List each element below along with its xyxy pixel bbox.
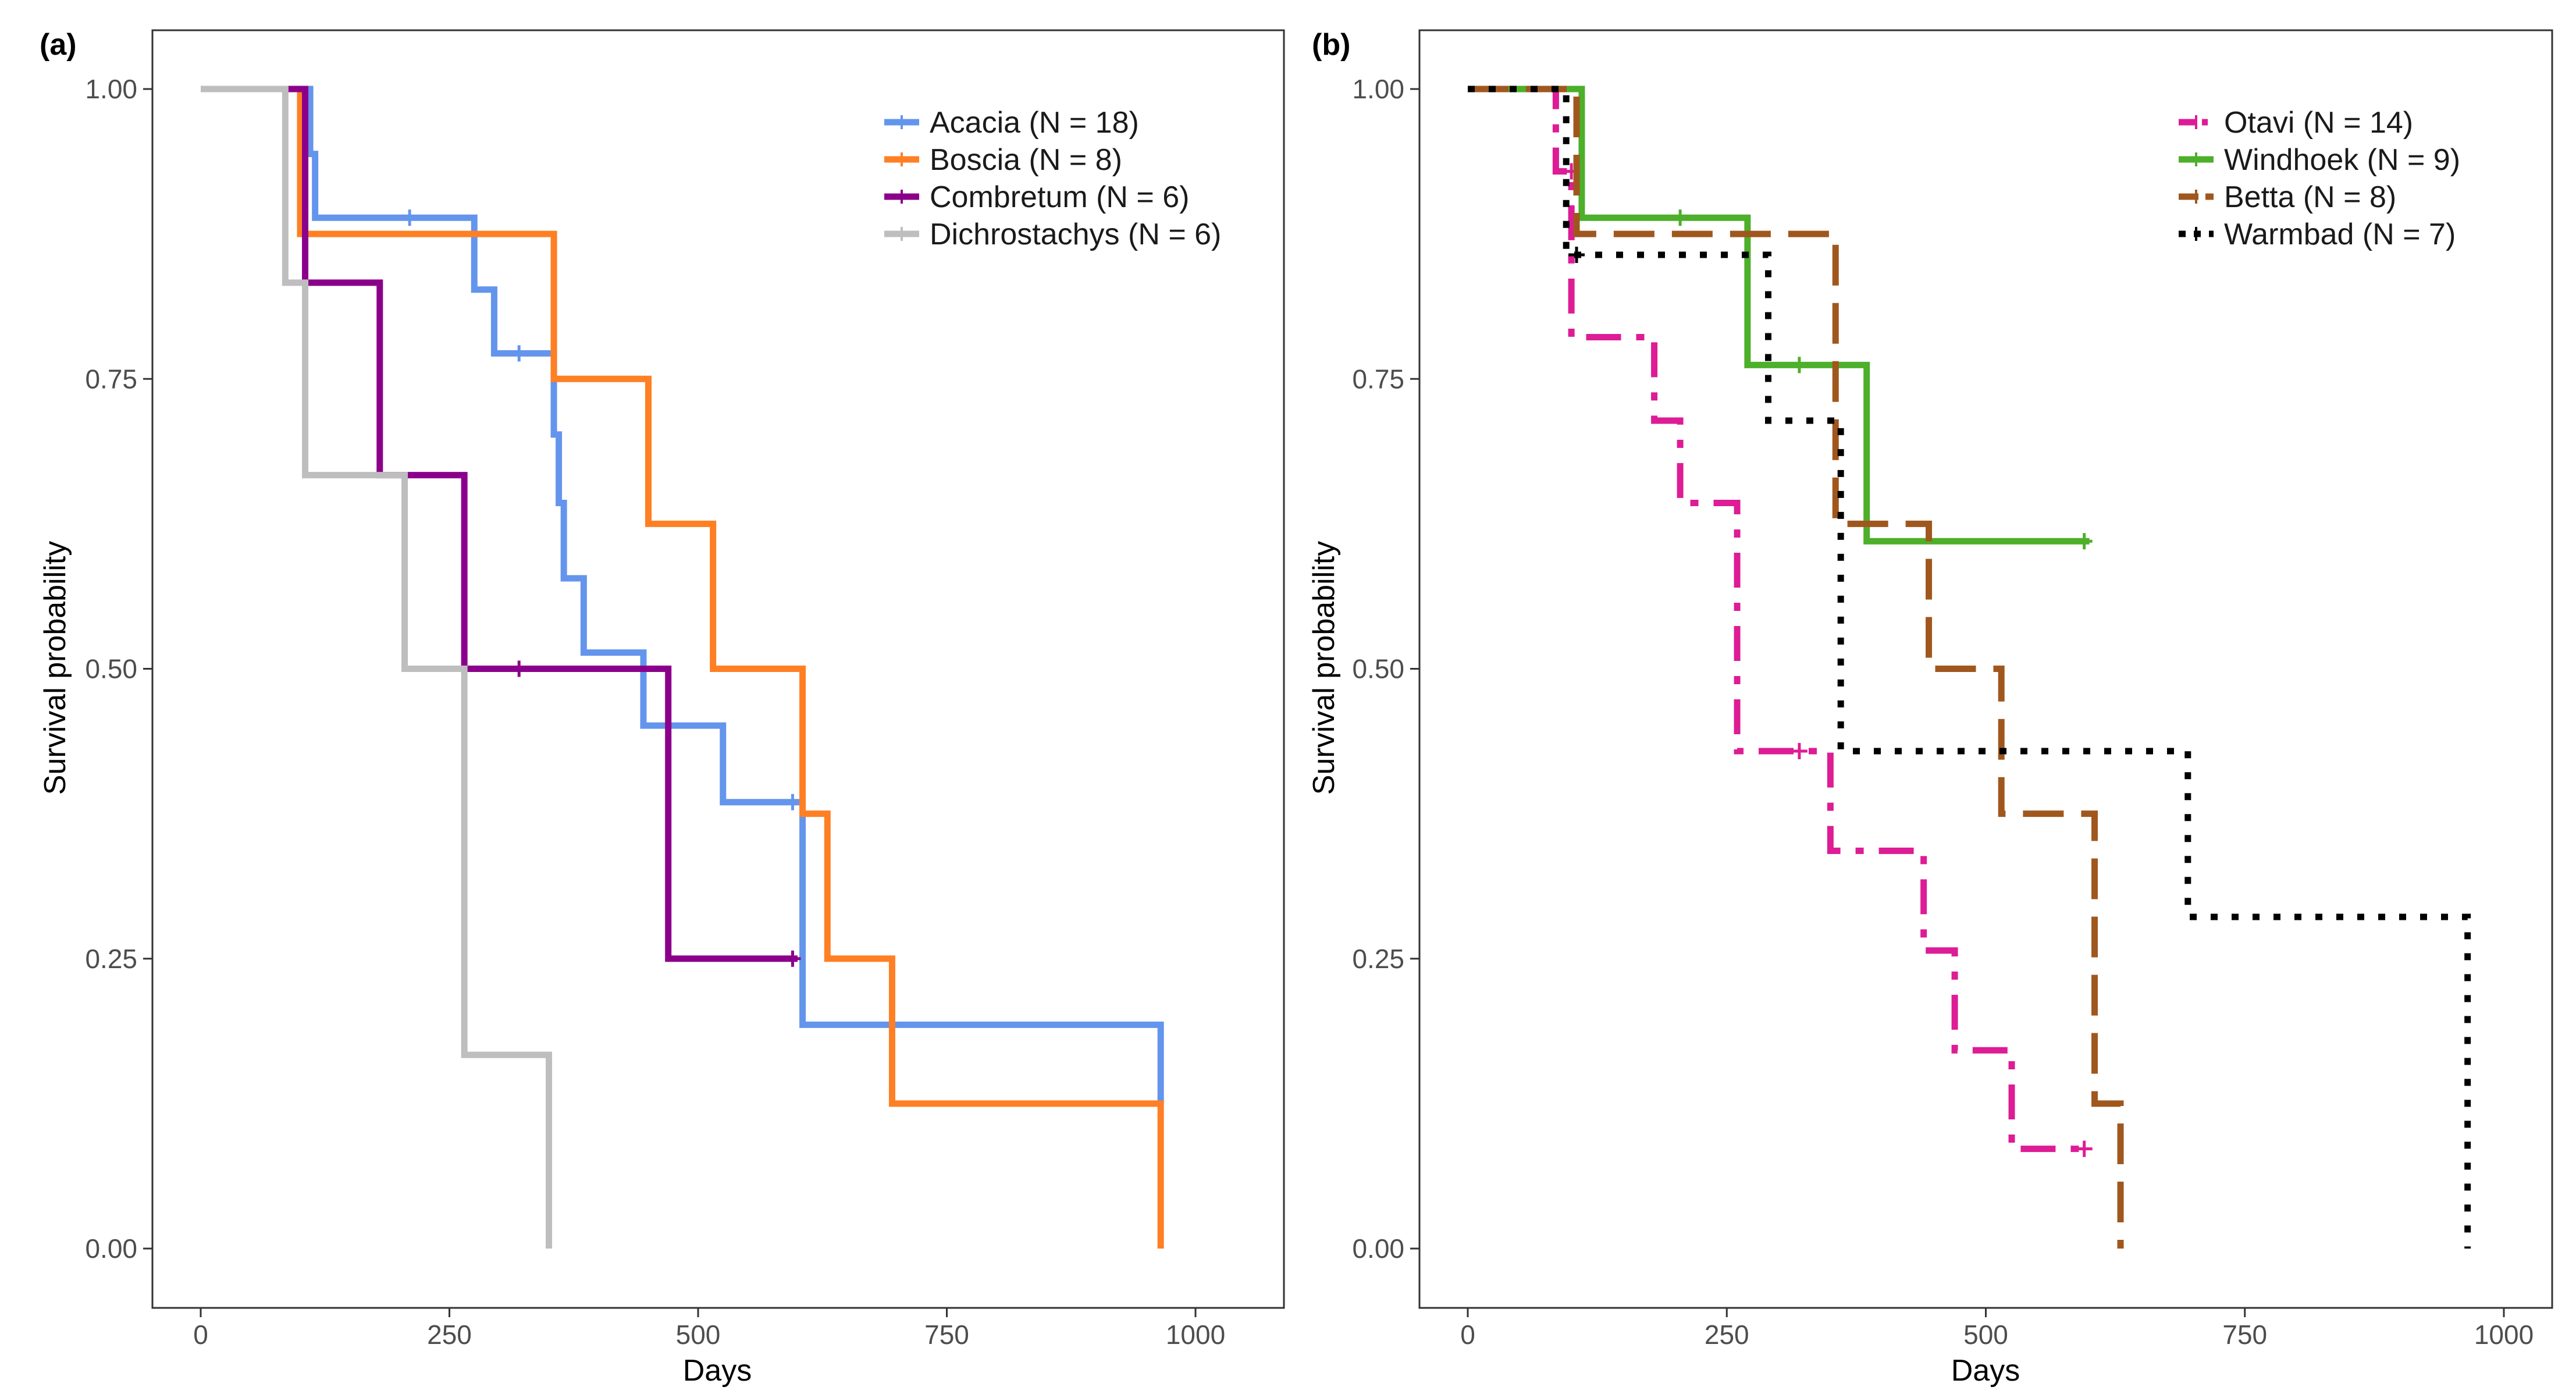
panel-b-y-tick-label: 0.75: [1352, 364, 1404, 394]
panel-b-x-tick-label: 1000: [2474, 1320, 2534, 1350]
censor-mark-acacia: [401, 209, 418, 226]
legend-item-combretum: Combretum (N = 6): [884, 180, 1189, 214]
panel-b-axes: 0 250 500 750 1000 0.00 0.25 0.50 0.75 1.00: [1352, 74, 2534, 1350]
panel-b-x-axis-title: Days: [1951, 1354, 2020, 1388]
legend-item-acacia: Acacia (N = 18): [884, 106, 1139, 140]
censor-mark-acacia: [784, 794, 801, 810]
panel-a-legend: Acacia (N = 18)Boscia (N = 8)Combretum (…: [884, 106, 1221, 251]
legend-label: Warmbad (N = 7): [2224, 218, 2456, 251]
panel-a-y-tick-label: 0.25: [85, 944, 137, 974]
panel-a: (a) 0 250 500 750 1000 0.00 0.25 0.50 0.75 1.00 A…: [38, 28, 1285, 1388]
series-line-betta: [1468, 86, 2124, 1249]
panel-b-tag: (b): [1312, 28, 1350, 62]
panel-a-x-tick-label: 1000: [1166, 1320, 1225, 1350]
panel-b-y-tick-label: 0.00: [1352, 1233, 1404, 1264]
panel-a-y-tick-label: 0.00: [85, 1233, 137, 1264]
legend-item-boscia: Boscia (N = 8): [884, 143, 1122, 177]
panel-a-y-axis-title: Survival probability: [38, 541, 72, 795]
panel-b-x-tick-label: 0: [1460, 1320, 1475, 1350]
legend-label: Acacia (N = 18): [930, 106, 1139, 140]
panel-a-y-tick-label: 1.00: [85, 74, 137, 104]
series-line-otavi: [1468, 86, 2090, 1153]
legend-label: Betta (N = 8): [2224, 180, 2396, 214]
censor-mark-combretum: [511, 660, 528, 677]
panel-b-series: [1468, 86, 2471, 1249]
panel-b-y-tick-label: 1.00: [1352, 74, 1404, 104]
legend-label: Combretum (N = 6): [930, 180, 1189, 214]
series-line-boscia: [201, 86, 1164, 1249]
panel-b-x-tick-label: 500: [1963, 1320, 2008, 1350]
series-line-acacia: [201, 86, 1164, 1103]
censor-mark-windhoek: [1672, 209, 1689, 226]
panel-b-legend: Otavi (N = 14)Windhoek (N = 9)Betta (N =…: [2179, 106, 2460, 251]
panel-a-axes: 0 250 500 750 1000 0.00 0.25 0.50 0.75 1.00: [85, 74, 1225, 1350]
panel-a-x-axis-title: Days: [683, 1354, 752, 1388]
panel-a-tag: (a): [40, 28, 77, 62]
legend-item-dichrostachys: Dichrostachys (N = 6): [884, 218, 1221, 251]
legend-label: Dichrostachys (N = 6): [930, 218, 1221, 251]
series-line-combretum: [201, 86, 798, 962]
panel-a-series: [201, 86, 1164, 1249]
legend-item-betta: Betta (N = 8): [2179, 180, 2396, 214]
panel-b-y-axis-title: Survival probability: [1307, 541, 1341, 795]
censor-mark-otavi: [2076, 1140, 2093, 1157]
legend-item-warmbad: Warmbad (N = 7): [2179, 218, 2456, 251]
censor-mark-warmbad: [1568, 246, 1585, 263]
panel-b-y-tick-label: 0.50: [1352, 654, 1404, 684]
panel-b-x-tick-label: 750: [2222, 1320, 2267, 1350]
panel-b-x-tick-label: 250: [1705, 1320, 1749, 1350]
panel-b: (b) 0 250 500 750 1000 0.00 0.25 0.50 0.75 1.00 O…: [1307, 28, 2553, 1388]
legend-label: Boscia (N = 8): [930, 143, 1122, 177]
censor-mark-acacia: [511, 345, 528, 362]
legend-label: Otavi (N = 14): [2224, 106, 2413, 140]
censor-mark-otavi: [1791, 743, 1808, 760]
series-line-dichrostachys: [201, 86, 552, 1249]
legend-label: Windhoek (N = 9): [2224, 143, 2460, 177]
legend-item-windhoek: Windhoek (N = 9): [2179, 143, 2460, 177]
panel-a-x-tick-label: 500: [676, 1320, 721, 1350]
panel-a-y-tick-label: 0.75: [85, 364, 137, 394]
series-line-windhoek: [1468, 86, 2090, 545]
panel-a-x-tick-label: 0: [193, 1320, 208, 1350]
panel-b-y-tick-label: 0.25: [1352, 944, 1404, 974]
panel-a-y-tick-label: 0.50: [85, 654, 137, 684]
censor-mark-windhoek: [1791, 357, 1808, 374]
censor-mark-combretum: [784, 950, 801, 967]
legend-item-otavi: Otavi (N = 14): [2179, 106, 2413, 140]
panel-a-x-tick-label: 250: [427, 1320, 472, 1350]
censor-mark-windhoek: [2076, 533, 2093, 550]
panel-a-x-tick-label: 750: [924, 1320, 969, 1350]
